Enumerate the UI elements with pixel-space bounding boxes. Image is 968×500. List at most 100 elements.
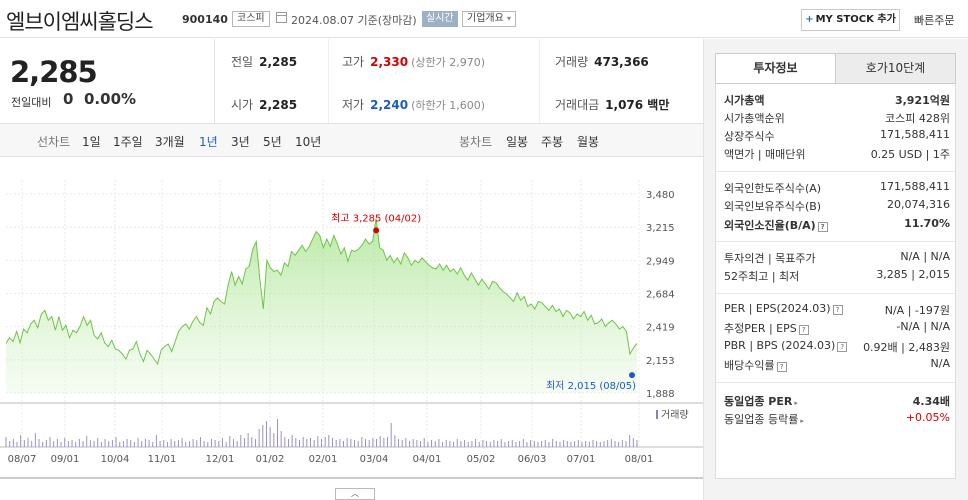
info-row: 동일업종 PER ▸ 4.34배: [724, 393, 950, 411]
tab-5y[interactable]: 5년: [263, 135, 282, 149]
y-tick-label: 2,419: [646, 323, 675, 334]
tab-1d[interactable]: 1일: [82, 135, 101, 149]
x-tick-label: 01/02: [256, 454, 285, 465]
stock-header: 엘브이엠씨홀딩스 900140 코스피 2024.08.07 기준(장마감) 실…: [0, 0, 968, 38]
info-value: 4.34배: [912, 395, 950, 408]
info-value: 171,588,411: [880, 128, 950, 141]
company-info-dropdown[interactable]: 기업개요 ▾: [462, 11, 517, 27]
info-value: 0.25 USD | 1주: [870, 148, 950, 161]
x-tick-label: 03/04: [360, 454, 389, 465]
stat-value: 1,076 백만: [605, 98, 670, 112]
stat-volume: 거래량 473,366: [555, 53, 649, 70]
x-tick-label: 02/01: [309, 454, 338, 465]
price-summary: 2,285 전일대비 0 0.00% 전일 2,285 시가 2,285 고가 2,3…: [0, 39, 703, 124]
stat-label: 거래대금: [555, 98, 600, 112]
line-chart-label: 선차트: [37, 135, 71, 149]
info-row: 시가총액 3,921억원: [724, 92, 950, 110]
x-tick-label: 07/01: [567, 454, 596, 465]
min-point-marker: [629, 372, 635, 379]
y-tick-label: 2,153: [646, 356, 675, 367]
info-value: 3,921억원: [894, 94, 950, 107]
volume-legend-swatch: [656, 410, 658, 419]
tab-orderbook-10[interactable]: 호가10단계: [835, 53, 956, 84]
tab-10y[interactable]: 10년: [295, 135, 322, 149]
tab-weekly[interactable]: 주봉: [541, 135, 564, 149]
stat-value: 2,285: [259, 55, 298, 69]
tab-monthly[interactable]: 월봉: [577, 135, 600, 149]
info-label: 투자의견 | 목표주가: [724, 252, 816, 265]
x-tick-label: 09/01: [51, 454, 80, 465]
info-row: 시가총액순위 코스피 428위: [724, 110, 950, 128]
stat-label: 거래량: [555, 55, 589, 69]
info-value: N/A | N/A: [900, 250, 950, 263]
current-price: 2,285: [10, 55, 98, 89]
x-tick-label: 08/01: [625, 454, 654, 465]
stat-value: 473,366: [594, 55, 649, 69]
section-divider: [716, 241, 955, 242]
max-price-label: 최고 3,285 (04/02): [331, 212, 421, 224]
price-line: [5, 218, 638, 366]
tab-3y[interactable]: 3년: [231, 135, 250, 149]
info-value: 3,285 | 2,015: [876, 268, 950, 281]
price-area: [6, 218, 637, 393]
calendar-icon: [276, 12, 287, 23]
y-tick-label: 2,684: [646, 290, 675, 301]
stat-value: 2,285: [259, 98, 298, 112]
realtime-button[interactable]: 실시간: [422, 11, 458, 27]
info-label: 외국인소진율(B/A)?: [724, 217, 828, 233]
min-price-label: 최저 2,015 (08/05): [546, 380, 636, 392]
tab-3m[interactable]: 3개월: [155, 135, 185, 149]
my-stock-add-button[interactable]: + MY STOCK 추가: [801, 9, 900, 31]
info-value: N/A: [930, 357, 950, 370]
volume-legend: 거래량: [661, 409, 689, 421]
help-icon[interactable]: ?: [837, 342, 848, 352]
quick-order-link[interactable]: 빠른주문: [914, 14, 955, 27]
stock-code: 900140: [182, 13, 228, 26]
arrow-right-icon[interactable]: ▸: [794, 399, 798, 407]
stat-label: 저가: [342, 98, 365, 112]
info-label: 추정PER | EPS?: [724, 320, 809, 336]
stat-label: 시가: [231, 98, 254, 112]
chart-collapse-button[interactable]: ︿: [335, 488, 375, 500]
info-value: 20,074,316: [887, 198, 950, 211]
info-value: 0.92배 | 2,483원: [863, 341, 950, 354]
info-row: 52주최고 | 최저 3,285 | 2,015: [724, 268, 950, 286]
stat-prev: 전일 2,285: [231, 53, 297, 70]
info-row: 외국인소진율(B/A)? 11.70%: [724, 217, 950, 235]
help-icon[interactable]: ?: [798, 325, 809, 335]
tab-investment-info[interactable]: 투자정보: [715, 53, 836, 84]
change-label: 전일대비: [11, 96, 52, 109]
info-row: 외국인한도주식수(A) 171,588,411: [724, 180, 950, 198]
info-label: 배당수익률?: [724, 357, 787, 373]
change-percent: 0.00%: [84, 90, 137, 108]
base-date: 2024.08.07 기준(장마감): [291, 14, 417, 27]
divider: [214, 39, 215, 123]
max-point-marker: [373, 227, 380, 234]
info-row: 상장주식수 171,588,411: [724, 128, 950, 146]
info-row: 추정PER | EPS? -N/A | N/A: [724, 320, 950, 338]
x-tick-label: 06/03: [518, 454, 547, 465]
help-icon[interactable]: ?: [817, 222, 828, 232]
stat-value: 2,240: [370, 98, 409, 112]
market-badge: 코스피: [232, 11, 270, 27]
help-icon[interactable]: ?: [776, 362, 787, 372]
tab-daily[interactable]: 일봉: [506, 135, 529, 149]
section-divider: [716, 171, 955, 172]
info-row: 액면가 | 매매단위 0.25 USD | 1주: [724, 146, 950, 164]
stat-label: 고가: [342, 55, 365, 69]
info-value: 코스피 428위: [885, 112, 950, 125]
x-tick-label: 12/01: [206, 454, 235, 465]
info-row: PER | EPS(2024.03)? N/A | -197원: [724, 302, 950, 320]
info-row: 동일업종 등락률 ▸ +0.05%: [724, 411, 950, 429]
info-label: 시가총액: [724, 94, 765, 107]
x-tick-label: 04/01: [413, 454, 442, 465]
help-icon[interactable]: ?: [832, 305, 843, 315]
arrow-right-icon[interactable]: ▸: [800, 417, 804, 425]
tab-1y[interactable]: 1년: [199, 135, 218, 149]
y-tick-label: 2,949: [646, 256, 675, 267]
info-value: 11.70%: [904, 217, 950, 230]
chart-period-tabs: 선차트 1일 1주일 3개월 1년 3년 5년 10년 봉차트 일봉 주봉 월봉: [0, 124, 703, 157]
info-label: 52주최고 | 최저: [724, 270, 800, 283]
lower-limit: (하한가 1,600): [411, 99, 485, 112]
tab-1w[interactable]: 1주일: [113, 135, 143, 149]
